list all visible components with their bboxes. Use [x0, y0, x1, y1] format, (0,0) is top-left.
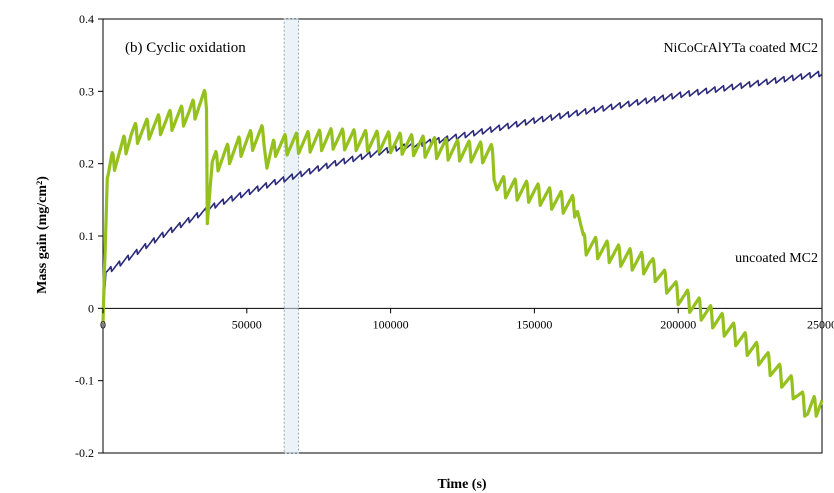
plot-frame	[102, 18, 823, 454]
legend-label-coated: NiCoCrAlYTa coated MC2	[663, 41, 818, 56]
y-tick-label: -0.1	[75, 374, 94, 388]
x-axis-label: Time (s)	[437, 477, 486, 492]
x-tick-label: 150000	[516, 317, 552, 331]
highlight-band-layer	[283, 18, 300, 454]
x-tick-label: 0	[100, 317, 106, 331]
y-tick-label: 0.4	[79, 12, 94, 26]
x-tick-label: 200000	[660, 317, 696, 331]
y-tick-label: 0.2	[79, 157, 94, 171]
x-tick-label: 25000	[807, 317, 834, 331]
plot-border	[102, 18, 823, 454]
series-line-uncoated	[101, 88, 824, 418]
y-tick-label: 0.1	[79, 229, 94, 243]
series-line-coated	[102, 70, 823, 316]
x-tick-label: 100000	[373, 317, 409, 331]
y-axis-label: Mass gain (mg/cm²)	[35, 176, 50, 294]
series-layer	[101, 70, 824, 418]
highlight-band	[283, 18, 300, 454]
legend-label-uncoated: uncoated MC2	[735, 251, 818, 266]
x-tick-label: 50000	[232, 317, 262, 331]
panel-label: (b) Cyclic oxidation	[125, 40, 246, 56]
x-axis-ticks: 0 50000 100000 150000 200000 25000	[100, 308, 834, 331]
y-tick-label: -0.2	[75, 446, 94, 460]
y-tick-label: 0	[88, 301, 94, 315]
y-axis-ticks: -0.2 -0.1 0 0.1 0.2 0.3 0.4	[75, 12, 103, 460]
y-tick-label: 0.3	[79, 84, 94, 98]
